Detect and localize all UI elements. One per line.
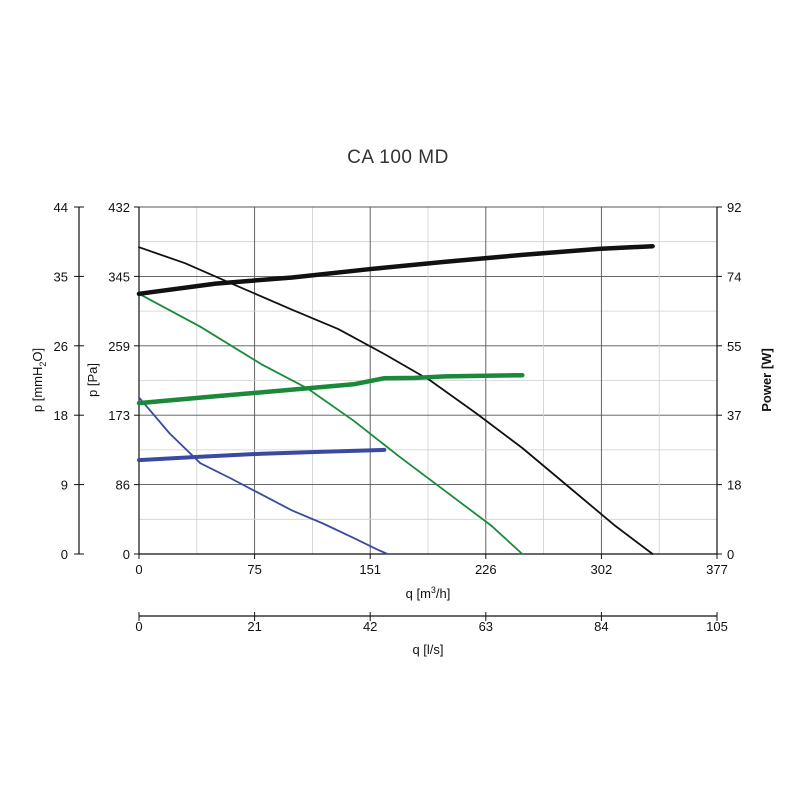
y-pa-tick-label: 173 [108, 408, 130, 423]
y-mmh2o-tick-label: 44 [54, 200, 68, 215]
x-secondary-tick-label: 84 [594, 619, 608, 634]
x-secondary-tick-label: 105 [706, 619, 728, 634]
pressure-curve-3 [138, 396, 389, 555]
pressure-curve-2 [138, 292, 524, 555]
x-primary-tick-label: 302 [591, 562, 613, 577]
x-axis-primary-label: q [m3/h] [406, 585, 451, 601]
chart-title: CA 100 MD [347, 147, 449, 168]
x-secondary-tick-label: 21 [247, 619, 261, 634]
x-secondary-tick-label: 0 [135, 619, 142, 634]
y-pa-tick-label: 0 [123, 547, 130, 562]
x-axis-secondary-label: q [l/s] [412, 642, 443, 657]
pressure-curve-1 [138, 246, 654, 555]
y-power-tick-label: 74 [727, 269, 741, 284]
y-pa-tick-label: 259 [108, 339, 130, 354]
y-pa-tick-label: 86 [116, 478, 130, 493]
x-primary-tick-label: 377 [706, 562, 728, 577]
y-mmh2o-tick-label: 26 [54, 339, 68, 354]
power-curve-2 [136, 372, 525, 406]
y-power-tick-label: 37 [727, 408, 741, 423]
y-power-tick-label: 92 [727, 200, 741, 215]
x-primary-tick-label: 226 [475, 562, 497, 577]
axes [74, 206, 722, 621]
power-curve-3 [137, 447, 387, 463]
x-primary-tick-label: 151 [359, 562, 381, 577]
x-secondary-tick-label: 63 [479, 619, 493, 634]
y-mmh2o-tick-label: 35 [54, 269, 68, 284]
power-curve-1 [136, 243, 655, 297]
y-axis-mmh2o-label: p [mmH2O] [30, 348, 48, 412]
y-mmh2o-tick-label: 18 [54, 408, 68, 423]
y-mmh2o-tick-label: 9 [61, 478, 68, 493]
y-power-tick-label: 0 [727, 547, 734, 562]
y-axis-pa-label: p [Pa] [85, 363, 100, 397]
series-layer [136, 243, 655, 555]
plot-grid [139, 206, 717, 554]
x-secondary-tick-label: 42 [363, 619, 377, 634]
x-primary-tick-label: 0 [135, 562, 142, 577]
y-pa-tick-label: 432 [108, 200, 130, 215]
x-primary-tick-label: 75 [247, 562, 261, 577]
y-axis-power-label: Power [W] [759, 348, 774, 412]
y-mmh2o-tick-label: 0 [61, 547, 68, 562]
y-power-tick-label: 55 [727, 339, 741, 354]
y-pa-tick-label: 345 [108, 269, 130, 284]
y-power-tick-label: 18 [727, 478, 741, 493]
